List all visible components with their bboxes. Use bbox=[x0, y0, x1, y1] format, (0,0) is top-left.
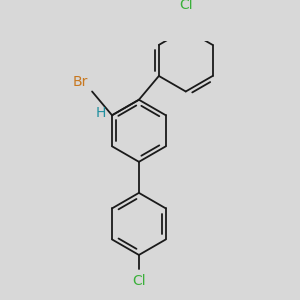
Text: Cl: Cl bbox=[132, 274, 146, 287]
Text: Br: Br bbox=[73, 74, 88, 88]
Text: Cl: Cl bbox=[179, 0, 193, 12]
Text: H: H bbox=[96, 106, 106, 120]
